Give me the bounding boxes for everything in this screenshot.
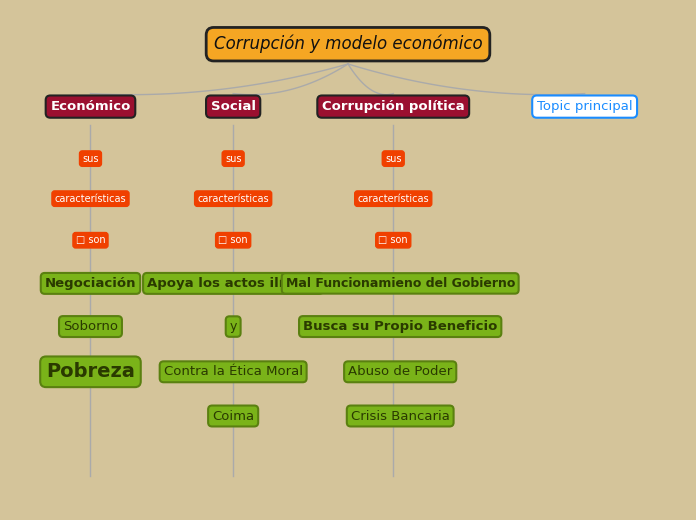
Text: □ son: □ son bbox=[76, 235, 105, 245]
Text: Social: Social bbox=[211, 100, 255, 113]
Text: Busca su Propio Beneficio: Busca su Propio Beneficio bbox=[303, 320, 498, 333]
Text: características: características bbox=[198, 193, 269, 204]
Text: Corrupción y modelo económico: Corrupción y modelo económico bbox=[214, 35, 482, 54]
Text: Mal Funcionamieno del Gobierno: Mal Funcionamieno del Gobierno bbox=[285, 277, 515, 290]
Text: Coima: Coima bbox=[212, 410, 254, 422]
Text: Abuso de Poder: Abuso de Poder bbox=[348, 365, 452, 379]
Text: y: y bbox=[230, 320, 237, 333]
Text: Negociación: Negociación bbox=[45, 277, 136, 290]
Text: □ son: □ son bbox=[219, 235, 248, 245]
Text: características: características bbox=[55, 193, 126, 204]
Text: sus: sus bbox=[225, 153, 242, 164]
Text: Apoya los actos ilícitos: Apoya los actos ilícitos bbox=[147, 277, 319, 290]
Text: Pobreza: Pobreza bbox=[46, 362, 135, 381]
Text: Contra la Ética Moral: Contra la Ética Moral bbox=[164, 365, 303, 379]
Text: características: características bbox=[358, 193, 429, 204]
Text: Crisis Bancaria: Crisis Bancaria bbox=[351, 410, 450, 422]
Text: sus: sus bbox=[82, 153, 99, 164]
Text: sus: sus bbox=[385, 153, 402, 164]
Text: Soborno: Soborno bbox=[63, 320, 118, 333]
Text: Corrupción política: Corrupción política bbox=[322, 100, 464, 113]
Text: □ son: □ son bbox=[379, 235, 408, 245]
Text: Topic principal: Topic principal bbox=[537, 100, 633, 113]
Text: Económico: Económico bbox=[50, 100, 131, 113]
